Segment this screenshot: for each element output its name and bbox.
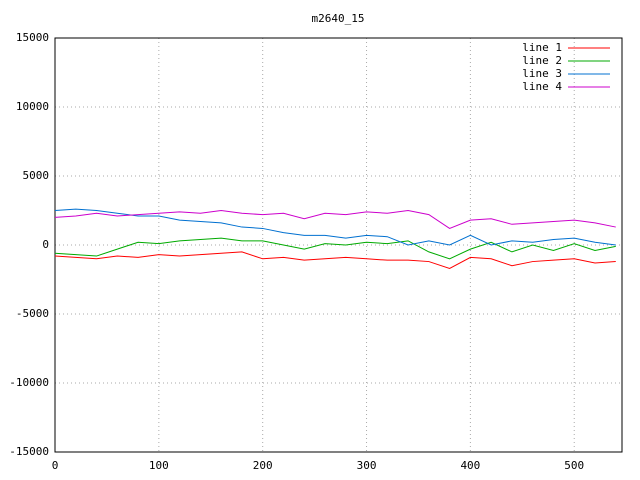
legend-label: line 4 — [522, 80, 562, 93]
x-tick-label: 200 — [253, 459, 273, 472]
x-tick-label: 400 — [460, 459, 480, 472]
x-tick-label: 0 — [52, 459, 59, 472]
y-tick-label: -5000 — [16, 307, 49, 320]
y-tick-label: 0 — [42, 238, 49, 251]
x-tick-label: 300 — [357, 459, 377, 472]
x-tick-label: 500 — [564, 459, 584, 472]
legend-label: line 3 — [522, 67, 562, 80]
legend-label: line 2 — [522, 54, 562, 67]
y-tick-label: 5000 — [23, 169, 50, 182]
series-line — [54, 208, 616, 246]
x-tick-label: 100 — [149, 459, 169, 472]
y-tick-label: 15000 — [16, 31, 49, 44]
plot-border — [54, 37, 623, 453]
y-tick-label: -15000 — [9, 445, 49, 458]
chart-title: m2640_15 — [312, 12, 365, 25]
y-tick-label: 10000 — [16, 100, 49, 113]
series-line — [54, 251, 616, 270]
legend-label: line 1 — [522, 41, 562, 54]
series-line — [54, 237, 616, 260]
series-line — [54, 209, 616, 230]
y-tick-label: -10000 — [9, 376, 49, 389]
